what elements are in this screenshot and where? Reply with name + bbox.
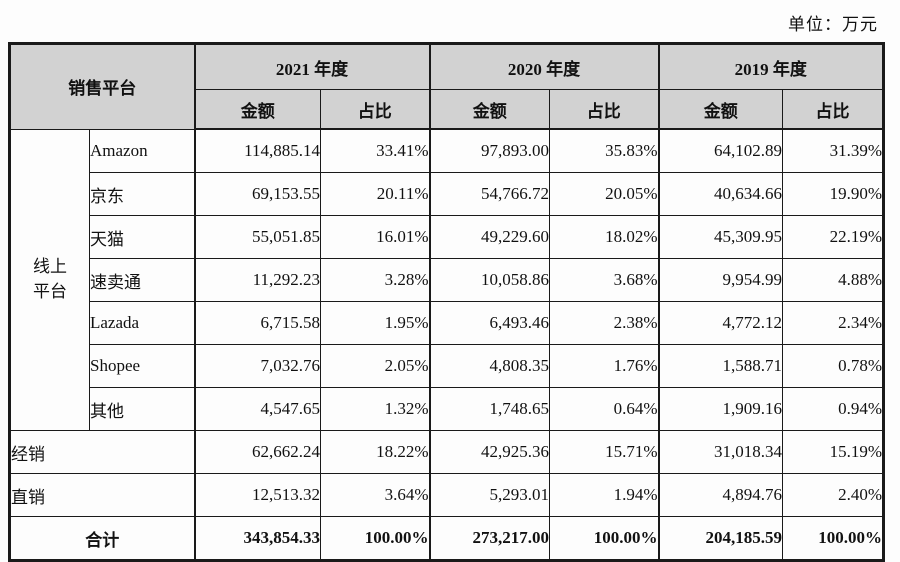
- amount-2019-cell: 45,309.95: [657, 215, 783, 259]
- share-2020-cell: 1.76%: [549, 344, 659, 388]
- share-2019-cell: 2.40%: [782, 473, 884, 517]
- amount-2021-cell: 6,715.58: [193, 301, 321, 345]
- amount-2021-cell: 55,051.85: [193, 215, 321, 259]
- amount-2020-cell: 10,058.86: [428, 258, 550, 302]
- amount-2020-cell: 97,893.00: [428, 128, 550, 173]
- share-2021-cell: 3.64%: [320, 473, 430, 517]
- share-2020-cell: 20.05%: [549, 172, 659, 216]
- platform-name-cell: 其他: [89, 387, 195, 431]
- total-amount-2021-cell: 343,854.33: [193, 516, 321, 561]
- share-2021-cell: 1.32%: [320, 387, 430, 431]
- table-row-amazon: 线上 平台 Amazon 114,885.14 33.41% 97,893.00…: [9, 128, 884, 431]
- share-2019-cell: 4.88%: [782, 258, 884, 302]
- header-share-2020: 占比: [549, 89, 659, 130]
- header-row-subcolumns: 金额 占比 金额 占比 金额 占比: [10, 89, 884, 130]
- share-2020-cell: 2.38%: [549, 301, 659, 345]
- header-row-years: 销售平台 2021 年度 2020 年度 2019 年度: [9, 43, 884, 130]
- table-row-aliexpress: 速卖通 11,292.23 3.28% 10,058.86 3.68% 9,95…: [10, 258, 884, 302]
- sales-platform-table: 销售平台 2021 年度 2020 年度 2019 年度 金额 占比 金额 占比…: [8, 42, 885, 562]
- share-2020-cell: 35.83%: [549, 128, 659, 173]
- table-row-shopee: Shopee 7,032.76 2.05% 4,808.35 1.76% 1,5…: [10, 344, 884, 388]
- share-2020-cell: 0.64%: [549, 387, 659, 431]
- share-2019-cell: 2.34%: [782, 301, 884, 345]
- amount-2020-cell: 6,493.46: [428, 301, 550, 345]
- share-2021-cell: 20.11%: [320, 172, 430, 216]
- amount-2019-cell: 1,909.16: [657, 387, 783, 431]
- share-2021-cell: 33.41%: [320, 128, 430, 173]
- amount-2021-cell: 114,885.14: [193, 128, 321, 173]
- platform-name-cell: 速卖通: [89, 258, 195, 302]
- table-row-total: 合计 343,854.33 100.00% 273,217.00 100.00%…: [9, 516, 884, 561]
- table-row-lazada: Lazada 6,715.58 1.95% 6,493.46 2.38% 4,7…: [10, 301, 884, 345]
- header-year-2021: 2021 年度: [193, 43, 430, 90]
- header-share-2019: 占比: [782, 89, 884, 130]
- header-sales-platform: 销售平台: [9, 43, 195, 130]
- share-2021-cell: 16.01%: [320, 215, 430, 259]
- channel-name-cell: 经销: [9, 430, 195, 474]
- share-2020-cell: 15.71%: [549, 430, 659, 474]
- total-share-2019-cell: 100.00%: [782, 516, 884, 561]
- amount-2021-cell: 7,032.76: [193, 344, 321, 388]
- share-2019-cell: 0.78%: [782, 344, 884, 388]
- amount-2019-cell: 4,772.12: [657, 301, 783, 345]
- header-amount-2021: 金额: [193, 89, 321, 130]
- amount-2021-cell: 11,292.23: [193, 258, 321, 302]
- share-2020-cell: 3.68%: [549, 258, 659, 302]
- amount-2019-cell: 31,018.34: [657, 430, 783, 474]
- total-amount-2019-cell: 204,185.59: [657, 516, 783, 561]
- total-label-cell: 合计: [9, 516, 195, 561]
- share-2021-cell: 1.95%: [320, 301, 430, 345]
- amount-2019-cell: 40,634.66: [657, 172, 783, 216]
- header-year-2019: 2019 年度: [657, 43, 884, 90]
- total-amount-2020-cell: 273,217.00: [428, 516, 550, 561]
- amount-2020-cell: 54,766.72: [428, 172, 550, 216]
- amount-2019-cell: 9,954.99: [657, 258, 783, 302]
- amount-2021-cell: 4,547.65: [193, 387, 321, 431]
- share-2019-cell: 19.90%: [782, 172, 884, 216]
- amount-2021-cell: 62,662.24: [193, 430, 321, 474]
- total-share-2020-cell: 100.00%: [549, 516, 659, 561]
- amount-2020-cell: 5,293.01: [428, 473, 550, 517]
- share-2019-cell: 31.39%: [782, 128, 884, 173]
- amount-2020-cell: 49,229.60: [428, 215, 550, 259]
- share-2019-cell: 15.19%: [782, 430, 884, 474]
- table-row-direct-sales: 直销 12,513.32 3.64% 5,293.01 1.94% 4,894.…: [9, 473, 884, 517]
- platform-name-cell: Shopee: [89, 344, 195, 388]
- share-2020-cell: 18.02%: [549, 215, 659, 259]
- header-year-2020: 2020 年度: [428, 43, 659, 90]
- header-amount-2020: 金额: [428, 89, 550, 130]
- table-row-tmall: 天猫 55,051.85 16.01% 49,229.60 18.02% 45,…: [10, 215, 884, 259]
- channel-name-cell: 直销: [9, 473, 195, 517]
- amount-2021-cell: 69,153.55: [193, 172, 321, 216]
- table-row-distribution: 经销 62,662.24 18.22% 42,925.36 15.71% 31,…: [9, 430, 884, 474]
- share-2021-cell: 18.22%: [320, 430, 430, 474]
- share-2019-cell: 0.94%: [782, 387, 884, 431]
- table-row-other: 其他 4,547.65 1.32% 1,748.65 0.64% 1,909.1…: [10, 387, 884, 431]
- amount-2021-cell: 12,513.32: [193, 473, 321, 517]
- amount-2019-cell: 4,894.76: [657, 473, 783, 517]
- total-share-2021-cell: 100.00%: [320, 516, 430, 561]
- online-platform-group-cell: 线上 平台: [9, 128, 90, 431]
- share-2021-cell: 2.05%: [320, 344, 430, 388]
- platform-name-cell: Lazada: [89, 301, 195, 345]
- table-row-jingdong: 京东 69,153.55 20.11% 54,766.72 20.05% 40,…: [10, 172, 884, 216]
- amount-2020-cell: 4,808.35: [428, 344, 550, 388]
- amount-2020-cell: 1,748.65: [428, 387, 550, 431]
- amount-2020-cell: 42,925.36: [428, 430, 550, 474]
- platform-name-cell: Amazon: [89, 128, 195, 173]
- platform-name-cell: 天猫: [89, 215, 195, 259]
- header-share-2021: 占比: [320, 89, 430, 130]
- amount-2019-cell: 1,588.71: [657, 344, 783, 388]
- share-2020-cell: 1.94%: [549, 473, 659, 517]
- share-2021-cell: 3.28%: [320, 258, 430, 302]
- unit-label: 单位：万元: [788, 15, 878, 34]
- amount-2019-cell: 64,102.89: [657, 128, 783, 173]
- header-amount-2019: 金额: [657, 89, 783, 130]
- share-2019-cell: 22.19%: [782, 215, 884, 259]
- platform-name-cell: 京东: [89, 172, 195, 216]
